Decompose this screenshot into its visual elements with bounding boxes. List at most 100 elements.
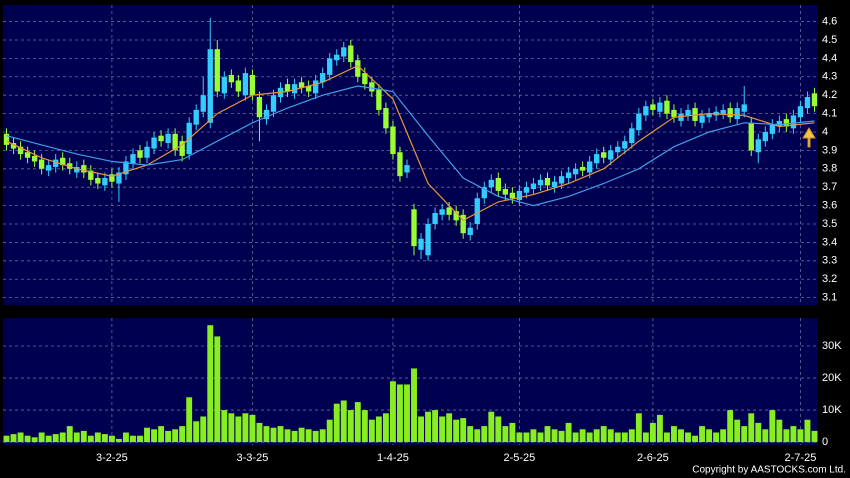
candle-body	[734, 108, 740, 120]
y-tick-label: 4.2	[822, 89, 837, 101]
candle-body	[341, 47, 347, 57]
y-tick-label: 3.8	[822, 163, 837, 175]
volume-bar	[495, 416, 502, 443]
x-tick-label: 3-2-25	[96, 452, 128, 464]
volume-bar	[228, 413, 235, 443]
volume-bar	[727, 410, 734, 443]
candle-body	[727, 108, 733, 118]
arrow-icon	[802, 127, 816, 148]
y-tick-label: 3.7	[822, 181, 837, 193]
volume-bar	[649, 422, 656, 443]
volume-bar	[333, 403, 340, 443]
volume-bar	[3, 435, 10, 443]
volume-bar	[312, 430, 319, 443]
candle-body	[488, 179, 494, 188]
candle-body	[411, 209, 417, 247]
volume-bar	[579, 429, 586, 443]
candle-body	[270, 95, 277, 112]
candle-body	[151, 137, 157, 149]
volume-bar	[488, 411, 495, 443]
volume-bar	[326, 419, 333, 443]
candle-body	[530, 183, 537, 190]
volume-bar	[692, 435, 698, 443]
candle-body	[3, 133, 10, 145]
volume-bar	[80, 430, 87, 443]
y-tick-label: 4	[822, 126, 828, 138]
candle-body	[284, 84, 291, 92]
volume-bar	[621, 432, 628, 443]
candle-body	[629, 128, 635, 144]
volume-bar	[762, 429, 769, 443]
candle-body	[362, 73, 368, 85]
volume-bar	[101, 434, 108, 443]
volume-bar	[179, 426, 186, 443]
volume-bar	[38, 432, 45, 443]
candle-body	[762, 131, 768, 142]
volume-bar	[94, 432, 101, 443]
volume-bar	[144, 427, 150, 443]
candle-body	[460, 214, 466, 234]
candle-body	[685, 109, 691, 116]
volume-bar	[291, 430, 298, 443]
volume-bar	[425, 411, 432, 443]
volume-bar	[221, 410, 228, 443]
candle-body	[144, 146, 150, 158]
candle-body	[228, 74, 235, 83]
volume-bar	[593, 429, 600, 443]
candle-body	[797, 106, 804, 118]
candle-body	[334, 54, 340, 61]
volume-bar	[73, 432, 80, 443]
volume-bar	[108, 435, 115, 443]
candle-body	[467, 227, 473, 236]
volume-bar	[389, 381, 396, 443]
volume-bar	[137, 435, 143, 443]
candle-body	[586, 161, 593, 173]
candle-body	[643, 106, 649, 116]
candle-body	[165, 133, 171, 144]
candle-body	[60, 157, 66, 166]
candle-body	[741, 104, 747, 112]
x-tick-label: 2-7-25	[785, 452, 817, 464]
volume-bar	[10, 434, 17, 443]
candle-body	[636, 113, 642, 131]
volume-panel	[3, 318, 818, 445]
volume-bar	[467, 426, 474, 443]
candle-body	[706, 113, 712, 118]
candle-body	[650, 104, 656, 110]
volume-bar	[432, 410, 439, 443]
volume-bar	[628, 429, 635, 443]
volume-bar	[635, 413, 642, 443]
candle-body	[123, 161, 129, 175]
candle-body	[17, 146, 24, 155]
volume-bar	[551, 429, 558, 443]
volume-bar	[790, 426, 797, 443]
candle-body	[221, 76, 227, 94]
volume-bar	[607, 429, 614, 443]
volume-bar	[537, 432, 544, 443]
volume-bar	[748, 413, 755, 443]
y-tick-label: 4.3	[822, 71, 837, 83]
candle-body	[45, 165, 52, 171]
candle-body	[102, 178, 108, 186]
candle-body	[24, 152, 31, 158]
candle-body	[720, 109, 726, 114]
volume-bar	[130, 435, 136, 443]
y-tick-label: 3.2	[822, 273, 837, 285]
candle-body	[615, 146, 621, 153]
volume-bar	[600, 426, 607, 443]
candle-body	[249, 74, 256, 96]
volume-bar	[741, 426, 748, 443]
volume-bar	[404, 384, 410, 443]
volume-bar	[776, 419, 783, 443]
candle-body	[207, 49, 213, 123]
y-tick-label: 3.4	[822, 236, 837, 248]
candle-body	[369, 82, 375, 92]
candle-body	[804, 97, 811, 109]
volume-bar	[115, 438, 122, 443]
candle-body	[776, 120, 783, 127]
volume-bar	[305, 429, 312, 443]
volume-bar	[354, 402, 361, 443]
volume-bar	[516, 432, 523, 443]
candle-body	[551, 181, 558, 188]
volume-bar	[24, 435, 31, 443]
